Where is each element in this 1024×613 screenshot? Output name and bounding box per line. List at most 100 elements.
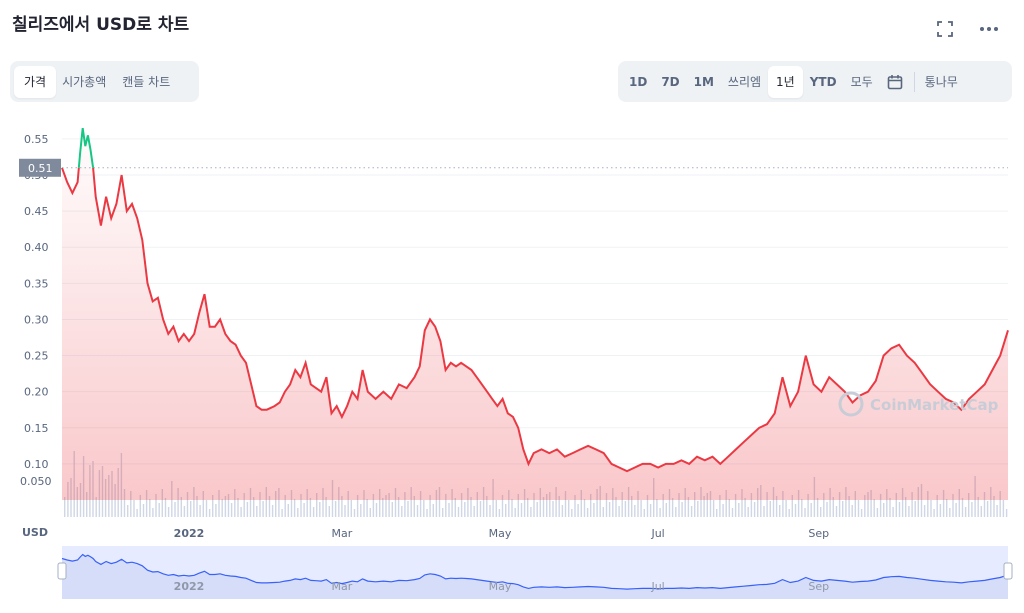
volume-bar	[608, 502, 611, 517]
volume-bar	[501, 495, 504, 517]
range-all[interactable]: 모두	[850, 74, 873, 89]
current-price-badge	[19, 158, 61, 177]
volume-bar	[240, 507, 242, 517]
volume-bar	[82, 456, 85, 517]
volume-bar	[319, 502, 321, 517]
volume-bar	[495, 500, 497, 517]
volume-bar	[394, 488, 397, 517]
tab-market-cap[interactable]: 시가총액	[62, 74, 107, 89]
volume-bar	[470, 497, 472, 517]
tab-candle-chart[interactable]: 캔들 차트	[122, 74, 171, 89]
calendar-icon[interactable]	[880, 66, 910, 98]
volume-bar	[637, 491, 639, 517]
volume-bar	[268, 496, 271, 517]
expand-icon[interactable]	[936, 20, 954, 42]
navigator-handle-left[interactable]	[57, 562, 67, 580]
range-1d[interactable]: 1D	[629, 74, 648, 89]
volume-bar	[801, 499, 803, 517]
range-7d[interactable]: 7D	[661, 74, 680, 89]
volume-bar	[643, 509, 645, 517]
volume-bar	[413, 496, 415, 517]
y-tick-label: 0.30	[24, 313, 49, 326]
volume-bar	[605, 493, 608, 517]
navigator-handle-right[interactable]	[1003, 562, 1013, 580]
navigator-tick-label: Mar	[332, 580, 353, 593]
volume-bar	[86, 492, 88, 517]
volume-bar	[646, 495, 649, 517]
volume-bar	[309, 498, 312, 517]
volume-bar	[908, 506, 910, 517]
volume-bar	[142, 504, 145, 517]
volume-bar	[199, 505, 201, 517]
navigator-area	[62, 554, 1008, 599]
volume-bar	[621, 492, 623, 517]
y-tick-label: 0.10	[24, 458, 49, 471]
y-tick-label: 0.35	[24, 277, 49, 290]
volume-bar	[580, 490, 582, 517]
volume-bar	[986, 501, 989, 517]
volume-bar	[316, 493, 318, 517]
volume-bar	[980, 506, 982, 517]
volume-bar	[867, 492, 869, 517]
volume-bar	[782, 491, 784, 517]
volume-bar	[716, 509, 718, 517]
y-tick-label: 0.25	[24, 350, 49, 363]
log-scale-toggle[interactable]: 통나무	[924, 74, 958, 89]
volume-bar	[353, 509, 356, 517]
volume-bar	[649, 504, 652, 517]
volume-bar	[167, 507, 170, 517]
range-1y[interactable]: 1년	[768, 65, 803, 98]
more-icon[interactable]	[978, 20, 1000, 42]
volume-bar	[202, 491, 204, 517]
volume-bar	[731, 508, 734, 517]
volume-bar	[539, 488, 541, 517]
volume-bar	[974, 476, 976, 517]
volume-bar	[246, 502, 249, 517]
volume-bar	[791, 495, 793, 517]
volume-bar	[180, 497, 182, 517]
volume-bar	[794, 504, 797, 517]
volume-bar	[416, 505, 419, 517]
volume-bar	[322, 488, 324, 517]
volume-bar	[218, 490, 220, 517]
volume-bar	[498, 509, 501, 517]
volume-bar	[391, 502, 393, 517]
range-3m[interactable]: 쓰리엠	[727, 74, 762, 89]
volume-bar	[583, 499, 586, 517]
range-1m[interactable]: 1M	[693, 74, 714, 89]
volume-bar	[662, 494, 664, 517]
volume-bar	[864, 495, 866, 517]
range-ytd[interactable]: YTD	[809, 74, 837, 89]
volume-bar	[234, 489, 236, 517]
coinmarketcap-logo: CoinMarketCap	[838, 391, 999, 417]
tab-divider	[913, 71, 915, 92]
volume-bar	[300, 494, 302, 517]
volume-bar	[602, 507, 604, 517]
y-tick-label: 0.40	[24, 241, 49, 254]
volume-bar	[725, 490, 727, 517]
navigator-tick-label: Sep	[808, 580, 829, 593]
volume-bar	[155, 494, 157, 517]
volume-bar	[221, 499, 223, 517]
volume-bar	[571, 509, 573, 517]
volume-bar	[224, 496, 227, 517]
volume-bar	[136, 509, 138, 517]
x-tick-label: Jul	[650, 527, 664, 540]
volume-bar	[832, 497, 834, 517]
volume-bar	[262, 501, 264, 517]
volume-bar	[807, 494, 809, 517]
volume-bar	[590, 494, 592, 517]
volume-bar	[70, 478, 72, 517]
volume-bar	[275, 491, 277, 517]
tab-price[interactable]: 가격	[14, 65, 57, 98]
volume-bar	[845, 487, 847, 517]
volume-bar	[665, 503, 667, 517]
volume-bar	[164, 498, 167, 517]
volume-bar	[511, 499, 513, 517]
volume-bar	[895, 493, 897, 517]
volume-bar	[561, 505, 564, 517]
volume-bar	[111, 471, 113, 517]
volume-bar	[917, 487, 919, 517]
volume-bar	[549, 492, 551, 517]
volume-bar	[527, 498, 529, 517]
